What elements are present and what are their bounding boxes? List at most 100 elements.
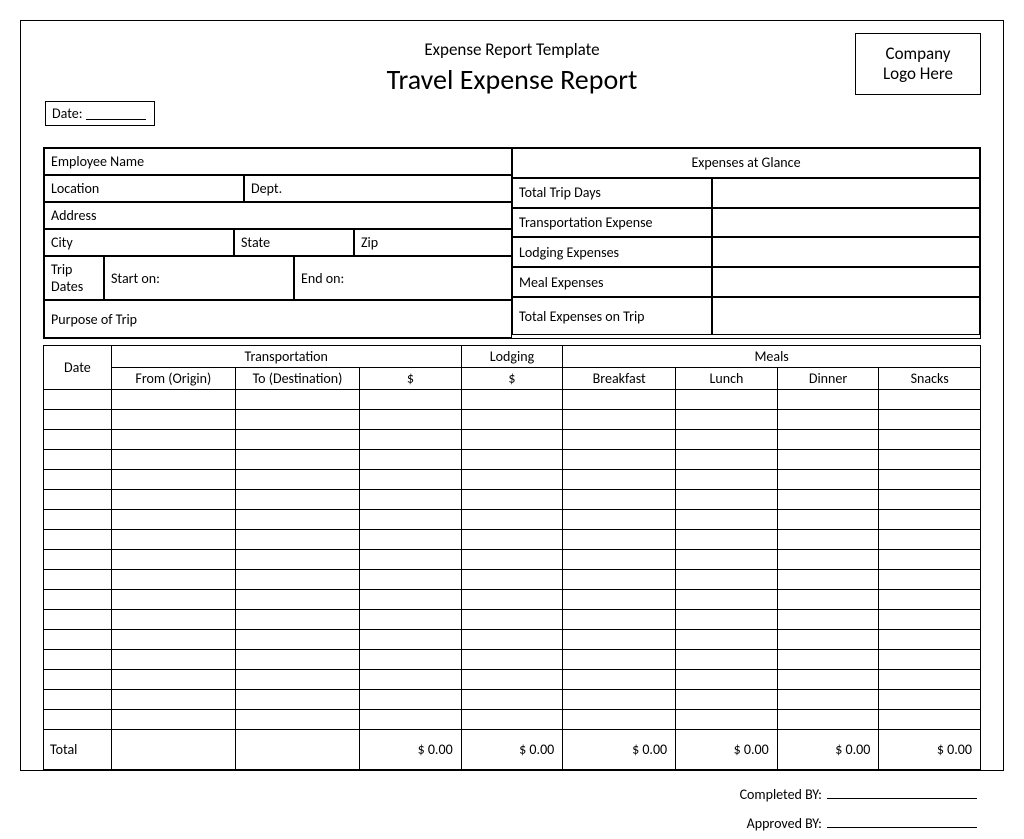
table-cell[interactable] (777, 390, 879, 410)
table-cell[interactable] (360, 490, 462, 510)
table-cell[interactable] (111, 630, 235, 650)
table-cell[interactable] (111, 410, 235, 430)
table-cell[interactable] (879, 510, 981, 530)
table-cell[interactable] (879, 390, 981, 410)
table-cell[interactable] (235, 410, 359, 430)
table-cell[interactable] (44, 590, 112, 610)
table-cell[interactable] (777, 430, 879, 450)
table-row[interactable] (44, 590, 981, 610)
table-cell[interactable] (111, 550, 235, 570)
table-cell[interactable] (235, 510, 359, 530)
table-cell[interactable] (44, 690, 112, 710)
table-cell[interactable] (777, 610, 879, 630)
table-cell[interactable] (111, 530, 235, 550)
table-cell[interactable] (676, 430, 778, 450)
table-cell[interactable] (879, 450, 981, 470)
table-cell[interactable] (563, 430, 676, 450)
table-cell[interactable] (676, 690, 778, 710)
table-cell[interactable] (461, 650, 563, 670)
table-cell[interactable] (563, 530, 676, 550)
end-on-label[interactable]: End on: (294, 256, 512, 300)
table-cell[interactable] (461, 470, 563, 490)
table-cell[interactable] (235, 710, 359, 730)
table-cell[interactable] (563, 510, 676, 530)
table-cell[interactable] (461, 410, 563, 430)
table-cell[interactable] (676, 710, 778, 730)
table-cell[interactable] (461, 530, 563, 550)
table-cell[interactable] (777, 590, 879, 610)
table-cell[interactable] (235, 450, 359, 470)
table-cell[interactable] (563, 590, 676, 610)
employee-name-label[interactable]: Employee Name (44, 148, 512, 175)
table-cell[interactable] (879, 430, 981, 450)
table-cell[interactable] (360, 610, 462, 630)
table-cell[interactable] (777, 510, 879, 530)
table-cell[interactable] (360, 470, 462, 490)
table-cell[interactable] (235, 690, 359, 710)
table-cell[interactable] (879, 570, 981, 590)
table-cell[interactable] (777, 670, 879, 690)
address-label[interactable]: Address (44, 202, 512, 229)
table-cell[interactable] (111, 450, 235, 470)
table-cell[interactable] (676, 450, 778, 470)
total-trip-days-value[interactable] (712, 178, 980, 208)
table-cell[interactable] (44, 450, 112, 470)
table-cell[interactable] (44, 710, 112, 730)
table-cell[interactable] (777, 710, 879, 730)
table-cell[interactable] (879, 590, 981, 610)
table-cell[interactable] (461, 570, 563, 590)
table-cell[interactable] (777, 570, 879, 590)
table-cell[interactable] (676, 630, 778, 650)
table-cell[interactable] (360, 430, 462, 450)
table-cell[interactable] (777, 530, 879, 550)
table-cell[interactable] (44, 570, 112, 590)
table-cell[interactable] (360, 530, 462, 550)
table-cell[interactable] (235, 530, 359, 550)
table-cell[interactable] (111, 670, 235, 690)
table-cell[interactable] (111, 470, 235, 490)
table-cell[interactable] (879, 650, 981, 670)
table-cell[interactable] (777, 470, 879, 490)
table-cell[interactable] (461, 670, 563, 690)
table-cell[interactable] (360, 410, 462, 430)
table-cell[interactable] (235, 390, 359, 410)
table-cell[interactable] (879, 490, 981, 510)
table-cell[interactable] (111, 710, 235, 730)
table-cell[interactable] (360, 450, 462, 470)
state-label[interactable]: State (234, 229, 354, 256)
table-cell[interactable] (563, 450, 676, 470)
table-cell[interactable] (461, 490, 563, 510)
table-cell[interactable] (235, 650, 359, 670)
table-cell[interactable] (563, 390, 676, 410)
table-cell[interactable] (563, 630, 676, 650)
table-cell[interactable] (235, 470, 359, 490)
table-cell[interactable] (676, 510, 778, 530)
table-cell[interactable] (44, 630, 112, 650)
table-cell[interactable] (879, 690, 981, 710)
table-cell[interactable] (461, 610, 563, 630)
table-cell[interactable] (676, 470, 778, 490)
table-cell[interactable] (563, 710, 676, 730)
table-cell[interactable] (360, 570, 462, 590)
table-cell[interactable] (44, 430, 112, 450)
table-row[interactable] (44, 490, 981, 510)
table-cell[interactable] (111, 690, 235, 710)
meal-expenses-value[interactable] (712, 267, 980, 297)
table-cell[interactable] (563, 490, 676, 510)
table-cell[interactable] (360, 390, 462, 410)
table-cell[interactable] (879, 710, 981, 730)
table-cell[interactable] (461, 430, 563, 450)
table-cell[interactable] (461, 710, 563, 730)
table-cell[interactable] (879, 410, 981, 430)
table-cell[interactable] (111, 390, 235, 410)
table-cell[interactable] (777, 450, 879, 470)
table-cell[interactable] (360, 690, 462, 710)
table-cell[interactable] (676, 570, 778, 590)
total-expenses-value[interactable] (712, 297, 980, 335)
table-cell[interactable] (235, 490, 359, 510)
approved-by-line[interactable] (827, 818, 977, 828)
table-cell[interactable] (235, 570, 359, 590)
table-cell[interactable] (676, 490, 778, 510)
table-cell[interactable] (235, 590, 359, 610)
table-row[interactable] (44, 470, 981, 490)
